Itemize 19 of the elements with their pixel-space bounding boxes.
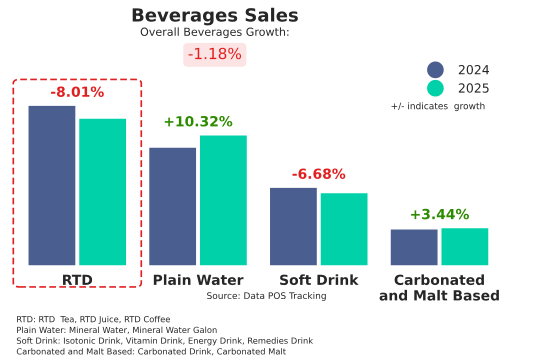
annotation: +/- indicates growth <box>392 102 484 112</box>
text: -1.18% <box>188 48 242 60</box>
text: RTD: RTD Tea, RTD Juice, RTD Coffee <box>17 316 170 324</box>
x-tick-label: Plain Water <box>154 274 244 286</box>
x-tick-label: Carbonated and Malt Based <box>380 274 499 301</box>
legend-label: 2025 <box>458 83 489 93</box>
source-note: Source: Data POS Tracking <box>207 292 326 301</box>
text: Plain Water: Mineral Water, Mineral Water Galon <box>17 326 217 334</box>
x-tick-label: RTD <box>63 274 92 285</box>
annotation: -6.68% <box>292 168 346 179</box>
text: Soft Drink: Isotonic Drink, Vitamin Drink, Energy Drink, Remedies Drink <box>16 337 314 346</box>
annotation: +10.32% <box>164 116 232 127</box>
x-tick-label: Soft Drink <box>280 274 359 286</box>
annotation: +3.44% <box>411 208 469 220</box>
legend-label: 2024 <box>458 64 490 74</box>
text: Carbonated and Malt Based: Carbonated Drink, Carbonated Malt <box>16 348 286 356</box>
chart-title: Beverages Sales <box>132 8 298 26</box>
chart-subtitle: Overall Beverages Growth: <box>140 27 288 38</box>
annotation: -8.01% <box>51 86 104 97</box>
